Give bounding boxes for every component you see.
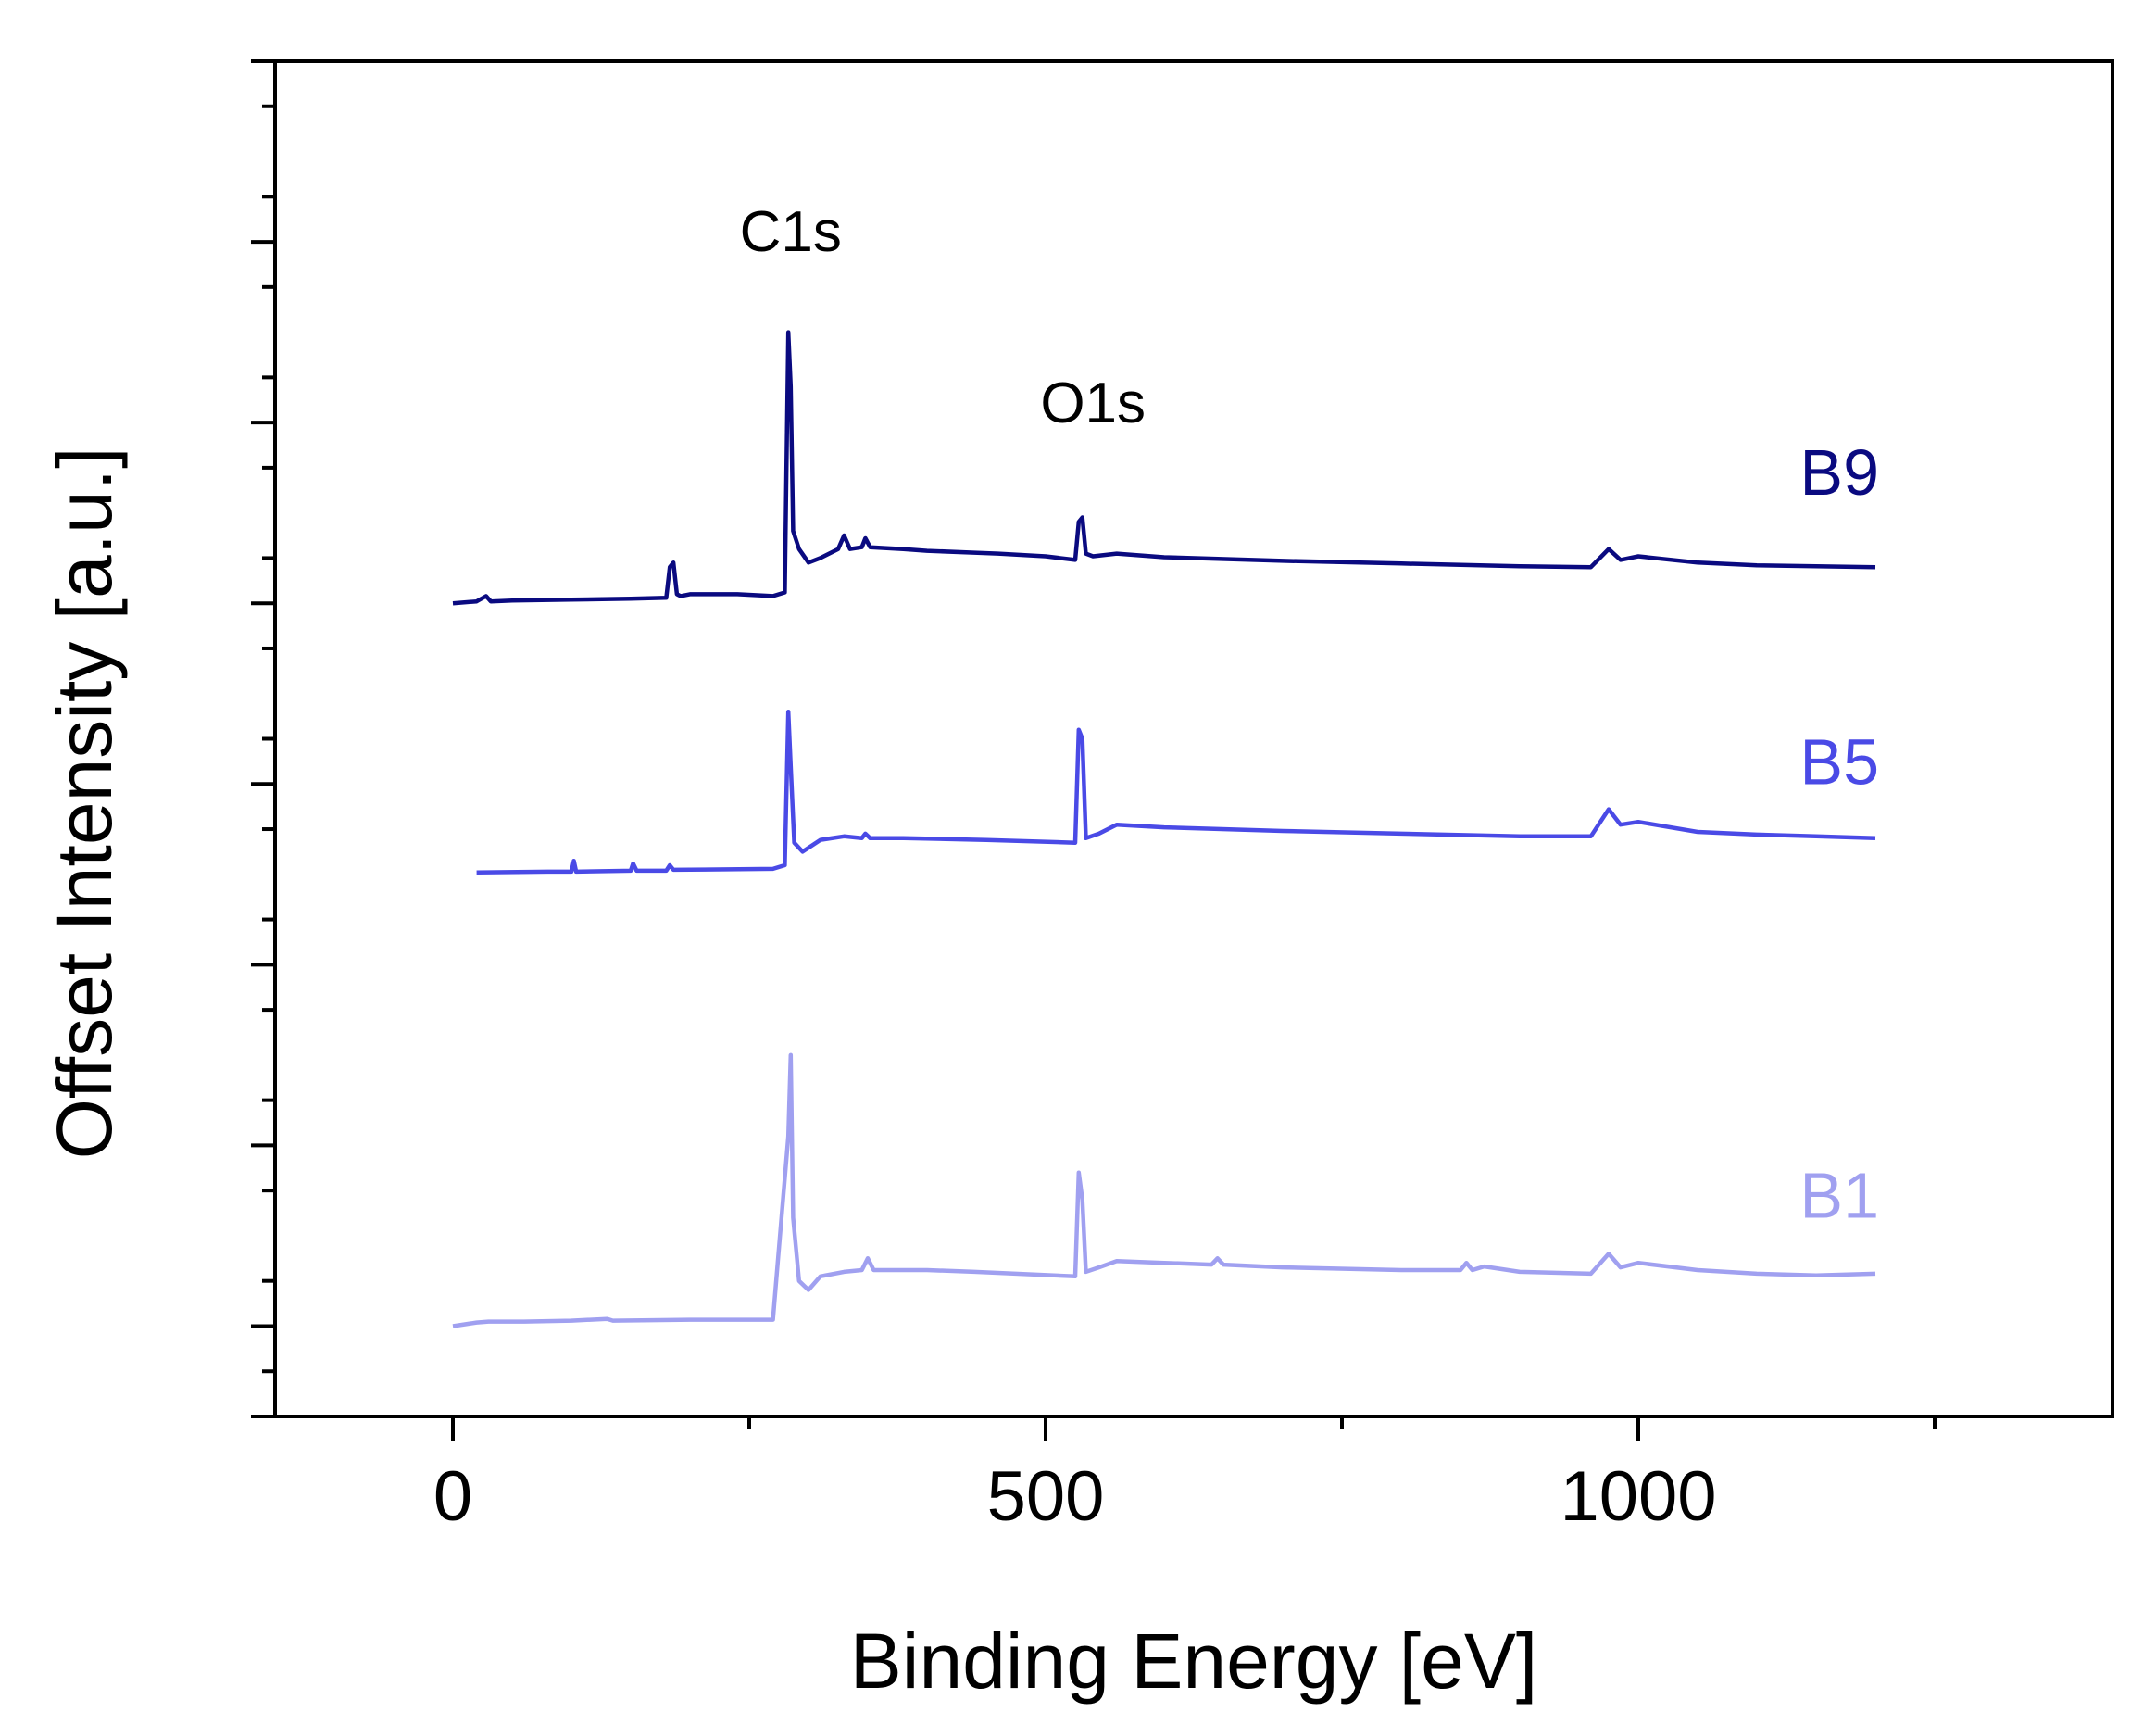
series-line-b5 [476, 709, 1876, 875]
series-label-b5: B5 [1799, 725, 1879, 798]
series-line-b9 [452, 330, 1876, 606]
peak-label-c1s: C1s [740, 200, 842, 264]
peak-label-o1s: O1s [1040, 371, 1146, 435]
x-tick-label: 0 [433, 1457, 472, 1536]
series-label-b1: B1 [1799, 1159, 1879, 1231]
x-axis-title: Binding Energy [eV] [850, 1617, 1537, 1705]
series-label-b9: B9 [1799, 436, 1879, 509]
series-line-b1 [452, 1052, 1876, 1328]
chart-labels: 0 500 1000 B9 B5 B1 C1s O1s [433, 200, 1879, 1536]
x-tick-label: 1000 [1560, 1457, 1716, 1536]
series-lines [452, 330, 1876, 1328]
axis-ticks [251, 59, 1937, 1441]
x-tick-label: 500 [987, 1457, 1105, 1536]
y-axis-title: Offset Intensity [a.u.] [41, 447, 128, 1160]
